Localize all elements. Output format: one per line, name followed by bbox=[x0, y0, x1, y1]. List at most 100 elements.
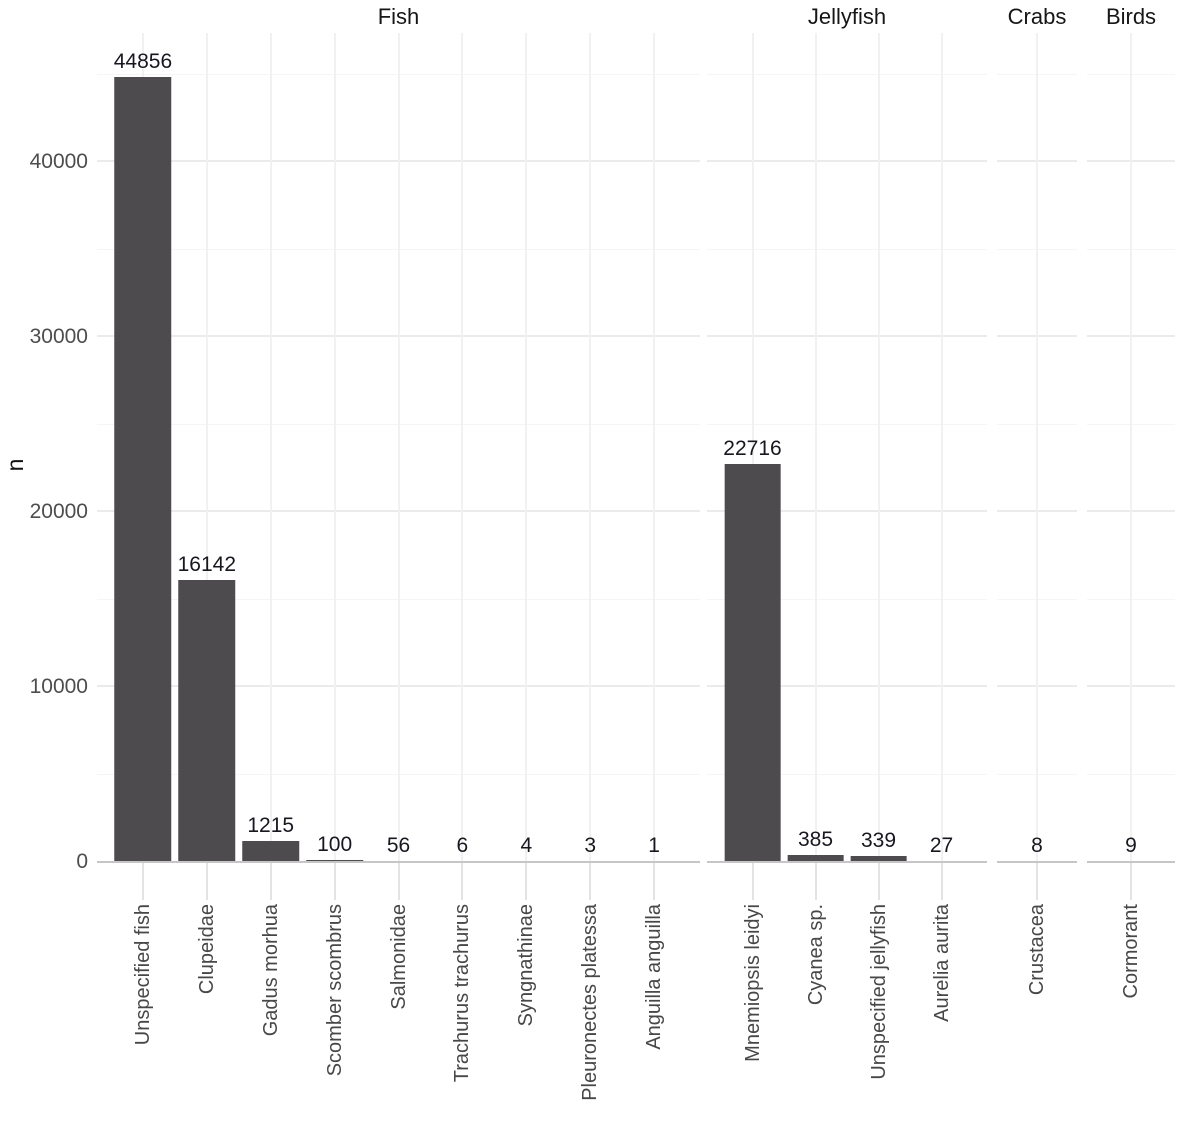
x-category-label: Unspecified fish bbox=[131, 904, 154, 1046]
vertical-gridline bbox=[1130, 33, 1132, 862]
x-category-label: Clupeidae bbox=[195, 904, 218, 995]
y-tick-label: 40000 bbox=[29, 150, 88, 173]
minor-gridline bbox=[707, 248, 987, 250]
major-gridline bbox=[707, 160, 987, 162]
x-axis-line bbox=[997, 861, 1077, 863]
bar-value-label: 339 bbox=[860, 829, 897, 853]
x-tick-mark bbox=[461, 862, 464, 900]
panel-crabs: 8 bbox=[997, 33, 1077, 900]
x-axis-line bbox=[1087, 861, 1175, 863]
vertical-gridline bbox=[461, 33, 464, 862]
bar-value-label: 1 bbox=[648, 834, 660, 857]
x-tick-mark bbox=[141, 862, 144, 900]
x-tick-mark bbox=[653, 862, 656, 900]
x-tick-mark bbox=[814, 862, 817, 900]
x-category-label: Salmonidae bbox=[387, 904, 410, 1010]
x-tick-mark bbox=[751, 862, 754, 900]
bar-value-label: 6 bbox=[456, 834, 469, 857]
bar-value-label: 44856 bbox=[113, 50, 173, 74]
bar bbox=[787, 855, 844, 862]
x-category-label: Anguilla anguilla bbox=[643, 904, 666, 1050]
x-axis-line bbox=[97, 861, 700, 863]
bar-value-label: 22716 bbox=[723, 437, 782, 461]
x-category-label: Trachurus trachurus bbox=[451, 904, 474, 1083]
vertical-gridline bbox=[653, 33, 656, 862]
x-tick-mark bbox=[1036, 862, 1038, 900]
x-labels-row-fish: Unspecified fish Clupeidae Gadus morhua Sco… bbox=[97, 904, 700, 1101]
x-tick-mark bbox=[333, 862, 336, 900]
category-slot: 8 bbox=[1011, 33, 1063, 900]
category-slot: 27 bbox=[910, 33, 973, 900]
category-slot: 4 bbox=[494, 33, 558, 900]
x-category-label: Unspecified jellyfish bbox=[867, 904, 890, 1080]
facet-title-birds: Birds bbox=[1105, 4, 1157, 29]
vertical-gridline bbox=[589, 33, 592, 862]
x-tick-mark bbox=[940, 862, 943, 900]
x-labels-row-birds: Cormorant bbox=[1087, 904, 1175, 998]
vertical-gridline bbox=[751, 33, 754, 862]
y-axis-tick-labels: 0 10000 20000 30000 40000 bbox=[0, 33, 88, 873]
facet-title-fish: Fish bbox=[377, 4, 420, 29]
x-axis-line bbox=[707, 861, 987, 863]
vertical-gridline bbox=[333, 33, 336, 862]
category-slot: 1 bbox=[622, 33, 686, 900]
x-category-label: Scomber scombrus bbox=[323, 904, 346, 1077]
minor-gridline bbox=[707, 73, 987, 75]
facet-title-crabs: Crabs bbox=[1007, 4, 1067, 29]
x-category-label: Cyanea sp. bbox=[804, 904, 827, 1006]
bar-value-label: 1215 bbox=[247, 813, 295, 837]
category-slot: 1215 bbox=[239, 33, 303, 900]
panel-birds: 9 bbox=[1087, 33, 1175, 900]
x-tick-mark bbox=[269, 862, 272, 900]
bar bbox=[850, 856, 907, 862]
vertical-gridline bbox=[1036, 33, 1038, 862]
x-category-label: Gadus morhua bbox=[259, 904, 282, 1037]
x-tick-mark bbox=[525, 862, 528, 900]
x-category-label: Mnemiopsis leidyi bbox=[741, 904, 764, 1062]
category-slot: 22716 bbox=[721, 33, 784, 900]
x-category-label: Syngnathinae bbox=[515, 904, 538, 1027]
bar-value-label: 100 bbox=[317, 833, 353, 857]
major-gridline bbox=[707, 510, 987, 512]
vertical-gridline bbox=[940, 33, 943, 862]
x-category-label: Cormorant bbox=[1120, 904, 1142, 999]
minor-gridline bbox=[707, 423, 987, 425]
minor-gridline bbox=[707, 598, 987, 600]
category-slot: 339 bbox=[847, 33, 910, 900]
bar-value-label: 16142 bbox=[177, 552, 237, 576]
vertical-gridline bbox=[269, 33, 272, 862]
x-tick-mark bbox=[1130, 862, 1132, 900]
bar-value-label: 8 bbox=[1031, 834, 1043, 857]
x-labels-row-crabs: Crustacea bbox=[997, 904, 1077, 995]
x-tick-mark bbox=[397, 862, 400, 900]
vertical-gridline bbox=[397, 33, 400, 862]
category-slot: 100 bbox=[303, 33, 367, 900]
vertical-gridline bbox=[814, 33, 817, 862]
bar-value-label: 4 bbox=[520, 834, 533, 857]
category-slot: 56 bbox=[367, 33, 431, 900]
category-slot: 385 bbox=[784, 33, 847, 900]
bar bbox=[724, 464, 781, 862]
category-slot: 44856 bbox=[111, 33, 175, 900]
x-tick-mark bbox=[589, 862, 592, 900]
category-slot: 16142 bbox=[175, 33, 239, 900]
y-tick-label: 0 bbox=[76, 850, 88, 873]
y-tick-label: 30000 bbox=[29, 325, 88, 348]
panel-fish: 44856 16142 1215 100 56 6 4 3 1 bbox=[97, 33, 700, 900]
major-gridline bbox=[707, 335, 987, 337]
bar bbox=[178, 580, 236, 862]
x-category-label: Crustacea bbox=[1026, 904, 1048, 996]
bar bbox=[241, 841, 300, 862]
x-labels-row-jellyfish: Mnemiopsis leidyi Cyanea sp. Unspecified j… bbox=[707, 904, 987, 1080]
bar-value-label: 56 bbox=[386, 834, 411, 857]
minor-gridline bbox=[707, 773, 987, 775]
x-tick-mark bbox=[877, 862, 880, 900]
category-slot: 6 bbox=[430, 33, 494, 900]
vertical-gridline bbox=[877, 33, 880, 862]
y-tick-label: 20000 bbox=[29, 500, 88, 523]
category-slot: 3 bbox=[558, 33, 622, 900]
category-slot: 9 bbox=[1101, 33, 1161, 900]
bar-value-label: 27 bbox=[929, 834, 954, 857]
vertical-gridline bbox=[205, 33, 208, 862]
